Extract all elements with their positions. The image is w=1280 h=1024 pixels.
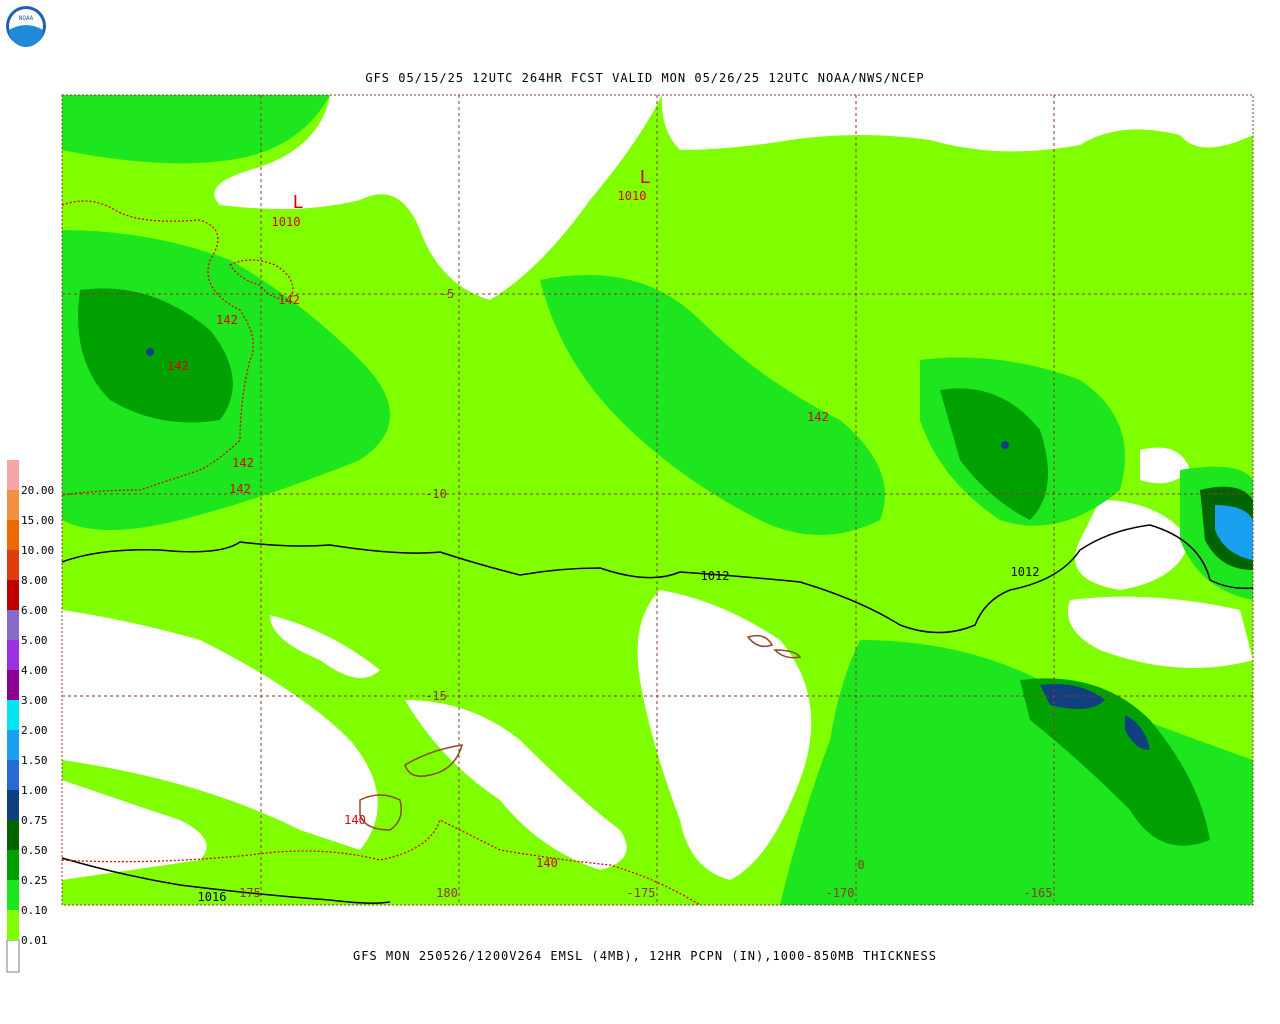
- legend-swatch: [7, 790, 19, 820]
- legend-swatch: [7, 880, 19, 910]
- legend-swatch: [7, 670, 19, 700]
- map-title: GFS 05/15/25 12UTC 264HR FCST VALID MON …: [365, 71, 924, 85]
- contour-label: 0: [857, 858, 864, 872]
- longitude-label: 180: [436, 886, 458, 900]
- thickness-contours: [61, 200, 701, 906]
- legend-label: 0.01: [21, 934, 48, 947]
- isobar-label: 1016: [198, 890, 227, 904]
- legend-swatch: [7, 490, 19, 520]
- legend-label: 6.00: [21, 604, 48, 617]
- legend-label: 3.00: [21, 694, 48, 707]
- legend-swatch: [7, 640, 19, 670]
- map-labels: L 1010 L 1010 1012 1012 1016 142 142 142…: [167, 167, 1052, 904]
- legend-swatch: [7, 730, 19, 760]
- legend-label: 2.00: [21, 724, 48, 737]
- legend-swatch: [7, 760, 19, 790]
- low-pressure: 1010: [618, 189, 647, 203]
- legend-swatch: [7, 550, 19, 580]
- legend-label: 0.50: [21, 844, 48, 857]
- noaa-logo: NOAA: [6, 6, 46, 47]
- low-symbol: L: [640, 167, 651, 188]
- legend-swatch: [7, 850, 19, 880]
- lat-lon-grid: [61, 94, 1254, 906]
- legend-label: 0.10: [21, 904, 48, 917]
- low-pressure: 1010: [272, 215, 301, 229]
- low-symbol: L: [293, 192, 304, 213]
- map-caption: GFS MON 250526/1200V264 EMSL (4MB), 12HR…: [353, 949, 937, 963]
- logo-text: NOAA: [19, 15, 34, 22]
- thickness-label: 142: [807, 410, 829, 424]
- legend-swatch: [7, 580, 19, 610]
- isobar-label: 1012: [701, 569, 730, 583]
- thickness-label: 142: [232, 456, 254, 470]
- legend-label: 5.00: [21, 634, 48, 647]
- isobar-label: 1012: [1011, 565, 1040, 579]
- legend-label: 20.00: [21, 484, 54, 497]
- legend-label: 0.75: [21, 814, 48, 827]
- coastlines: [359, 634, 802, 831]
- legend-label: 8.00: [21, 574, 48, 587]
- legend-label: 15.00: [21, 514, 54, 527]
- legend-label: 4.00: [21, 664, 48, 677]
- legend-label: 1.00: [21, 784, 48, 797]
- longitude-label: -170: [826, 886, 855, 900]
- legend-label: 1.50: [21, 754, 48, 767]
- thickness-label: 140: [536, 856, 558, 870]
- latitude-label: -10: [425, 487, 447, 501]
- precip-legend: 20.00 15.00 10.00 8.00 6.00 5.00 4.00 3.00 2.00 1…: [6, 460, 54, 973]
- longitude-label: 175: [239, 886, 261, 900]
- legend-swatch: [7, 700, 19, 730]
- latitude-label: -5: [440, 287, 454, 301]
- legend-swatch: [7, 520, 19, 550]
- thickness-label: 140: [344, 813, 366, 827]
- legend-swatch: [7, 460, 19, 490]
- legend-label: 0.25: [21, 874, 48, 887]
- thickness-label: 142: [229, 482, 251, 496]
- legend-swatch: [7, 610, 19, 640]
- isobars: [61, 524, 1254, 904]
- legend-swatch: [7, 820, 19, 850]
- longitude-label: -165: [1024, 886, 1053, 900]
- longitude-label: -175: [627, 886, 656, 900]
- thickness-label: 142: [216, 313, 238, 327]
- latitude-label: -15: [425, 689, 447, 703]
- legend-swatch: [7, 910, 19, 940]
- thickness-label: 142: [167, 359, 189, 373]
- thickness-label: 142: [278, 293, 300, 307]
- legend-swatch: [6, 939, 20, 973]
- legend-label: 10.00: [21, 544, 54, 557]
